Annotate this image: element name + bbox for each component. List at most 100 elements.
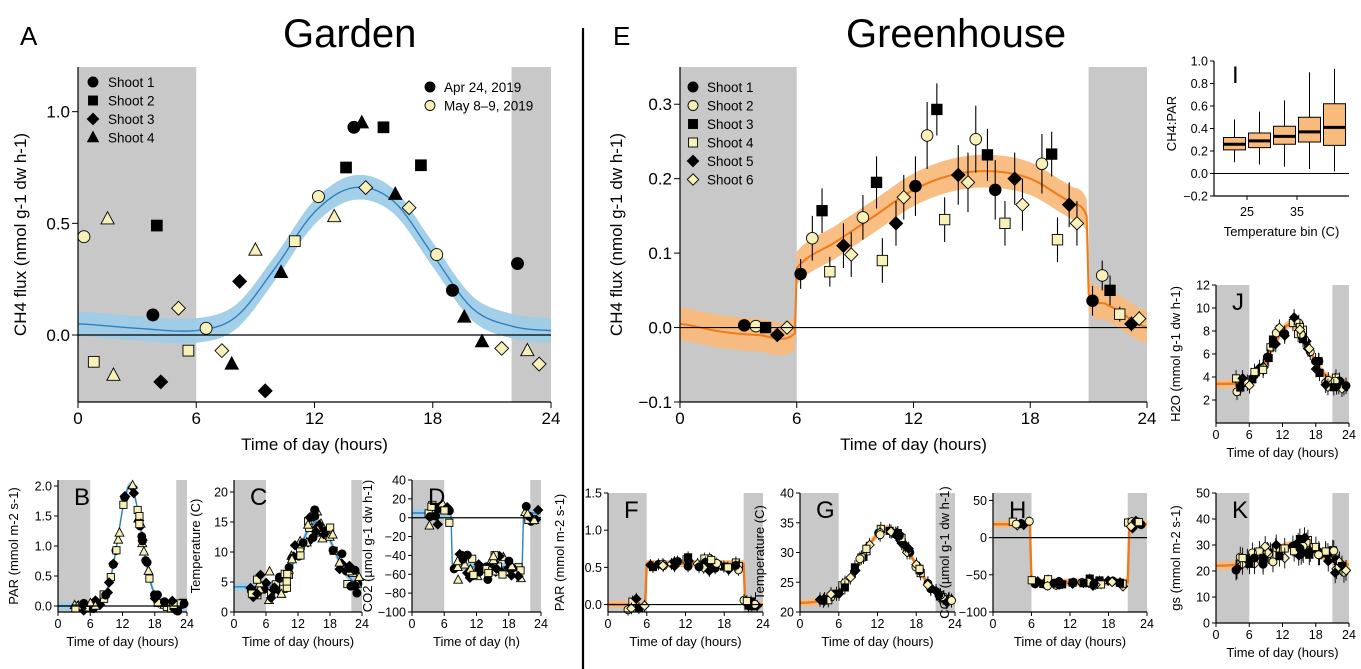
x-axis-label: Time of day (hours): [840, 435, 987, 454]
data-point-triangle: [326, 208, 342, 223]
y-tick-label: 1.0: [1191, 55, 1208, 69]
data-point-diamond: [950, 167, 966, 183]
x-tick-label: 12: [871, 617, 885, 631]
data-point-square: [707, 555, 716, 565]
data-point-square: [1236, 383, 1245, 392]
x-axis-label: Time of day (hours): [629, 634, 741, 649]
y-axis-label: CH4 flux (nmol g-1 dw h-1): [607, 133, 626, 336]
data-point-square: [723, 563, 732, 572]
data-point-square: [1051, 234, 1064, 246]
x-axis-label: Temperature bin (C): [1224, 224, 1340, 239]
panel-i: −0.2 0.0 0.2 0.4 0.6 0.8 1.0 25 35 Temperature bi…: [1164, 55, 1349, 239]
data-point-square: [135, 519, 144, 529]
data-point-circle: [120, 492, 130, 502]
data-point-diamond: [255, 569, 266, 581]
y-tick-label: 0.5: [585, 561, 602, 575]
data-point-diamond: [432, 519, 444, 530]
data-point-circle: [1280, 329, 1290, 339]
y-tick-label: 0.5: [46, 214, 70, 233]
data-point-triangle: [138, 545, 150, 556]
data-point-triangle: [302, 519, 314, 529]
data-point-square: [816, 205, 828, 217]
night-shade: [993, 493, 1032, 612]
data-point-circle: [310, 505, 320, 515]
y-tick-label: 30: [780, 546, 794, 560]
data-point-diamond: [1329, 567, 1341, 579]
x-tick-label: 0: [55, 617, 62, 631]
data-point-diamond: [260, 577, 272, 589]
data-point-circle: [855, 554, 865, 564]
panel-k: 0 6 12 18 24 0 10 20 30 40 50 Time of day (hours) gs…: [1168, 487, 1356, 661]
x-tick-label: 24: [1138, 409, 1157, 428]
x-tick-label: 6: [263, 617, 270, 631]
y-axis-label: PAR (mmol m-2 s-1): [6, 487, 21, 604]
data-point-circle: [988, 183, 1002, 197]
y-tick-label: 0: [980, 531, 987, 545]
data-point-square: [1305, 550, 1314, 559]
data-point-diamond: [704, 565, 715, 576]
panel-label-c: C: [250, 484, 267, 511]
data-point-diamond: [626, 603, 637, 614]
y-tick-label: 25: [780, 576, 794, 590]
y-tick-label: 0: [399, 511, 406, 525]
data-point-square: [688, 119, 698, 129]
data-point-triangle: [452, 574, 464, 584]
data-point-diamond: [1294, 324, 1306, 335]
data-point-diamond: [531, 356, 547, 372]
y-tick-label: 1.0: [35, 540, 52, 554]
greenhouse-title: Greenhouse: [846, 12, 1066, 56]
data-point-diamond: [1131, 311, 1147, 326]
data-point-circle: [337, 549, 347, 559]
data-point-square: [1275, 552, 1284, 561]
y-tick-label: 20: [392, 492, 406, 506]
y-axis-label: CO2 (µmol g-1 dw h-1): [360, 480, 375, 612]
data-point-square: [931, 103, 943, 116]
data-point-circle: [430, 248, 444, 262]
y-tick-label: 0.4: [1191, 122, 1208, 136]
data-point-triangle: [529, 514, 540, 524]
x-tick-label: 0: [675, 409, 684, 428]
x-tick-label: 18: [1021, 409, 1040, 428]
panel-b: 0 6 12 18 24 0.0 0.5 1.0 1.5 2.0 Time of day (hour…: [6, 479, 194, 649]
data-point-diamond: [251, 588, 263, 599]
data-point-circle: [504, 556, 514, 566]
data-point-diamond: [960, 175, 976, 190]
y-tick-label: −50: [966, 568, 987, 582]
data-point-diamond: [289, 540, 301, 551]
data-point-square: [440, 506, 449, 515]
data-point-diamond: [1288, 312, 1300, 323]
y-tick-label: 10: [1196, 591, 1210, 605]
garden-fit-line: [77, 186, 552, 332]
data-point-square: [824, 266, 836, 278]
data-point-diamond: [1274, 322, 1285, 333]
data-point-square: [648, 563, 658, 572]
data-point-square: [283, 569, 292, 579]
data-point-diamond: [843, 247, 859, 262]
data-point-diamond: [401, 200, 417, 216]
data-point-diamond: [358, 180, 374, 196]
night-shade: [511, 67, 551, 402]
x-tick-label: 18: [1309, 628, 1323, 642]
x-tick-label: 12: [679, 617, 693, 631]
x-tick-label: 0: [990, 617, 997, 631]
data-point-circle: [137, 536, 147, 546]
data-point-diamond: [1061, 197, 1077, 213]
data-point-circle: [79, 598, 89, 608]
data-point-triangle: [100, 210, 115, 225]
y-tick-label: 20: [1196, 565, 1210, 579]
box: [1298, 116, 1321, 143]
data-point-circle: [1049, 578, 1059, 588]
data-point-square: [135, 511, 144, 521]
x-tick-label: 18: [323, 617, 337, 631]
x-tick-label: 12: [904, 409, 923, 428]
data-point-circle: [77, 230, 91, 244]
data-point-diamond: [1271, 539, 1282, 551]
data-point-triangle: [143, 565, 154, 575]
garden-title: Garden: [283, 12, 416, 56]
data-point-square: [840, 583, 849, 592]
legend-date-label: Apr 24, 2019: [444, 80, 521, 95]
data-point-circle: [1258, 559, 1268, 569]
x-tick-label: 0: [605, 617, 612, 631]
